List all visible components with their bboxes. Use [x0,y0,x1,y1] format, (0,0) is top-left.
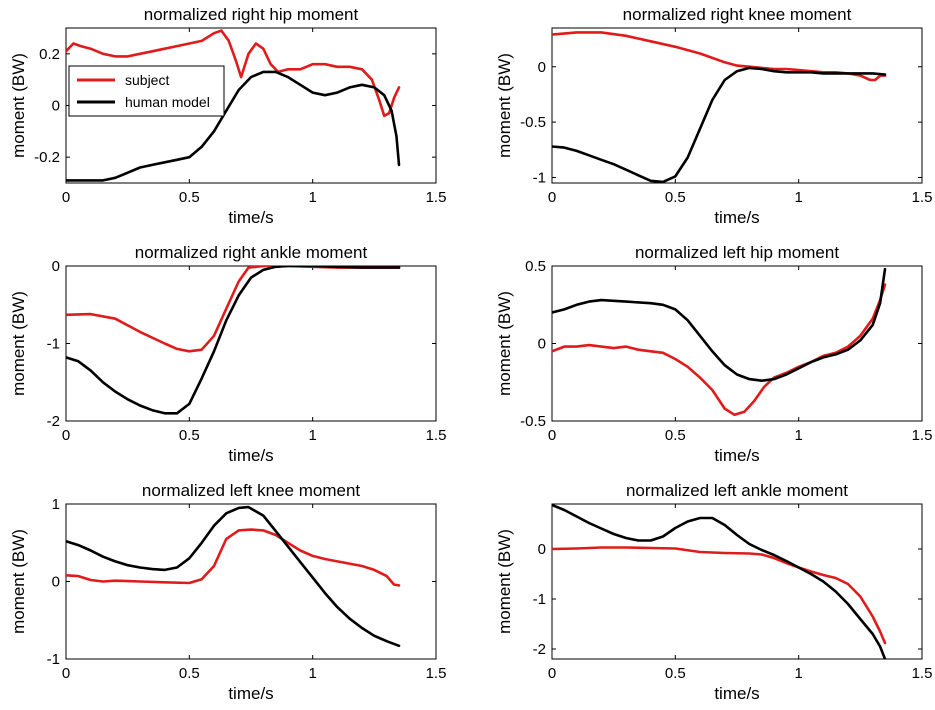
x-axis-label: time/s [714,684,759,703]
axes-frame [551,27,923,184]
series-line-human-model [66,266,401,415]
y-tick-label: 0 [52,98,60,115]
subplot-1: normalized right hip moment 0 0.5 1 1.5 -0.2 0… [9,5,446,227]
y-tick-label: -1 [533,591,546,608]
x-axis-label: time/s [228,208,273,227]
y-tick-label: 0 [52,574,60,591]
series-line-human-model [552,504,887,659]
y-axis-label: moment (BW) [495,529,514,634]
y-tick-label: 1 [52,496,60,513]
x-tick-label: 1.5 [912,665,933,682]
y-axis-label: moment (BW) [9,529,28,634]
x-axis-label: time/s [714,208,759,227]
chart-title: normalized left knee moment [142,481,361,500]
y-axis-label: moment (BW) [495,291,514,396]
series-line-human-model [66,70,401,182]
x-tick-label: 1.5 [426,189,447,206]
x-tick-label: 1 [794,189,802,206]
y-tick-label: 0 [538,336,546,353]
x-tick-label: 1 [308,665,316,682]
x-tick-label: 1 [308,189,316,206]
legend-label-subject: subject [125,72,169,88]
x-tick-label: 0.5 [179,189,200,206]
y-tick-label: 0.5 [525,258,546,275]
x-tick-label: 0.5 [665,665,686,682]
y-axis-label: moment (BW) [9,291,28,396]
series-line-human-model [552,267,887,382]
x-axis-label: time/s [228,446,273,465]
x-tick-label: 1.5 [912,189,933,206]
y-tick-label: 0 [538,541,546,558]
y-axis-label: moment (BW) [495,53,514,158]
x-tick-label: 0 [548,665,556,682]
x-tick-label: 1.5 [426,427,447,444]
y-tick-label: 0 [52,258,60,275]
y-tick-label: -1 [47,651,60,668]
x-tick-label: 0 [62,665,70,682]
x-axis-label: time/s [228,684,273,703]
axes-frame [551,265,923,422]
series-line-subject [552,283,887,417]
y-tick-label: 0.2 [39,46,60,63]
subplot-3: normalized right ankle moment 0 0.5 1 1.5 -2 -… [9,243,446,465]
x-tick-label: 0 [548,189,556,206]
series-line-subject [552,546,887,645]
chart-title: normalized left hip moment [635,243,839,262]
series-line-human-model [552,66,887,183]
x-tick-label: 0 [548,427,556,444]
x-tick-label: 0 [62,189,70,206]
series-line-subject [66,29,401,118]
series-line-human-model [66,505,401,648]
y-tick-label: -0.2 [34,149,60,166]
x-tick-label: 0.5 [179,427,200,444]
subplot-6: normalized left ankle moment 0 0.5 1 1.5 -2 -1… [495,481,932,703]
x-axis-label: time/s [714,446,759,465]
series-line-subject [552,31,887,82]
y-tick-label: -2 [47,413,60,430]
y-axis-label: moment (BW) [9,53,28,158]
axes-frame [551,503,923,660]
y-tick-label: -0.5 [520,413,546,430]
x-tick-label: 1 [794,665,802,682]
x-tick-label: 1 [308,427,316,444]
legend-label-human-model: human model [125,94,210,110]
legend: subject human model [68,65,225,117]
chart-title: normalized right knee moment [623,5,852,24]
chart-title: normalized right ankle moment [135,243,368,262]
axes-frame [65,265,437,422]
y-tick-label: -2 [533,641,546,658]
y-tick-label: -0.5 [520,114,546,131]
x-tick-label: 0.5 [665,427,686,444]
x-tick-label: 0 [62,427,70,444]
y-tick-label: -1 [47,336,60,353]
x-tick-label: 0.5 [665,189,686,206]
subplot-2: normalized right knee moment 0 0.5 1 1.5 -1 -0… [495,5,932,227]
x-tick-label: 1.5 [912,427,933,444]
y-tick-label: 0 [538,59,546,76]
legend-box [68,65,225,117]
chart-title: normalized right hip moment [144,5,359,24]
series-line-subject [66,528,401,587]
x-tick-label: 1 [794,427,802,444]
chart-title: normalized left ankle moment [626,481,848,500]
x-tick-label: 0.5 [179,665,200,682]
x-tick-label: 1.5 [426,665,447,682]
y-tick-label: -1 [533,169,546,186]
